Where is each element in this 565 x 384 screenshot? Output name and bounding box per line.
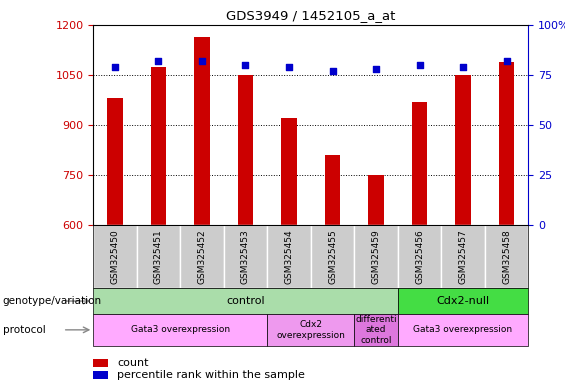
- Bar: [281, 118, 297, 225]
- Bar: [267, 314, 354, 346]
- Text: Gata3 overexpression: Gata3 overexpression: [414, 325, 512, 334]
- Text: count: count: [117, 358, 149, 368]
- Text: GSM325455: GSM325455: [328, 230, 337, 285]
- Point: [459, 64, 468, 70]
- Bar: [441, 225, 485, 288]
- Text: GSM325459: GSM325459: [372, 230, 380, 285]
- Text: GSM325458: GSM325458: [502, 230, 511, 285]
- Bar: [398, 288, 528, 314]
- Text: GSM325452: GSM325452: [198, 230, 206, 284]
- Point: [328, 68, 337, 74]
- Bar: [107, 98, 123, 225]
- Point: [198, 58, 207, 64]
- Text: GSM325456: GSM325456: [415, 230, 424, 285]
- Text: GSM325451: GSM325451: [154, 230, 163, 285]
- Bar: [93, 359, 108, 367]
- Text: genotype/variation: genotype/variation: [3, 296, 102, 306]
- Point: [502, 58, 511, 64]
- Point: [372, 66, 381, 72]
- Bar: [485, 225, 528, 288]
- Bar: [412, 101, 427, 225]
- Bar: [354, 225, 398, 288]
- Bar: [325, 155, 340, 225]
- Bar: [267, 225, 311, 288]
- Bar: [354, 314, 398, 346]
- Title: GDS3949 / 1452105_a_at: GDS3949 / 1452105_a_at: [226, 9, 396, 22]
- Point: [415, 62, 424, 68]
- Bar: [368, 175, 384, 225]
- Text: control: control: [226, 296, 265, 306]
- Bar: [137, 225, 180, 288]
- Text: Cdx2
overexpression: Cdx2 overexpression: [276, 320, 345, 339]
- Bar: [93, 314, 267, 346]
- Text: protocol: protocol: [3, 325, 46, 335]
- Text: GSM325457: GSM325457: [459, 230, 467, 285]
- Bar: [398, 314, 528, 346]
- Bar: [93, 225, 137, 288]
- Bar: [398, 225, 441, 288]
- Point: [284, 64, 294, 70]
- Text: GSM325454: GSM325454: [285, 230, 293, 284]
- Bar: [455, 75, 471, 225]
- Point: [154, 58, 163, 64]
- Point: [111, 64, 120, 70]
- Text: differenti
ated
control: differenti ated control: [355, 315, 397, 345]
- Bar: [93, 288, 398, 314]
- Point: [241, 62, 250, 68]
- Bar: [311, 225, 354, 288]
- Bar: [238, 75, 253, 225]
- Bar: [499, 61, 514, 225]
- Text: GSM325453: GSM325453: [241, 230, 250, 285]
- Bar: [151, 66, 166, 225]
- Text: Gata3 overexpression: Gata3 overexpression: [131, 325, 230, 334]
- Text: Cdx2-null: Cdx2-null: [436, 296, 490, 306]
- Text: percentile rank within the sample: percentile rank within the sample: [117, 370, 305, 380]
- Bar: [194, 36, 210, 225]
- Text: GSM325450: GSM325450: [111, 230, 119, 285]
- Bar: [93, 371, 108, 379]
- Bar: [224, 225, 267, 288]
- Bar: [180, 225, 224, 288]
